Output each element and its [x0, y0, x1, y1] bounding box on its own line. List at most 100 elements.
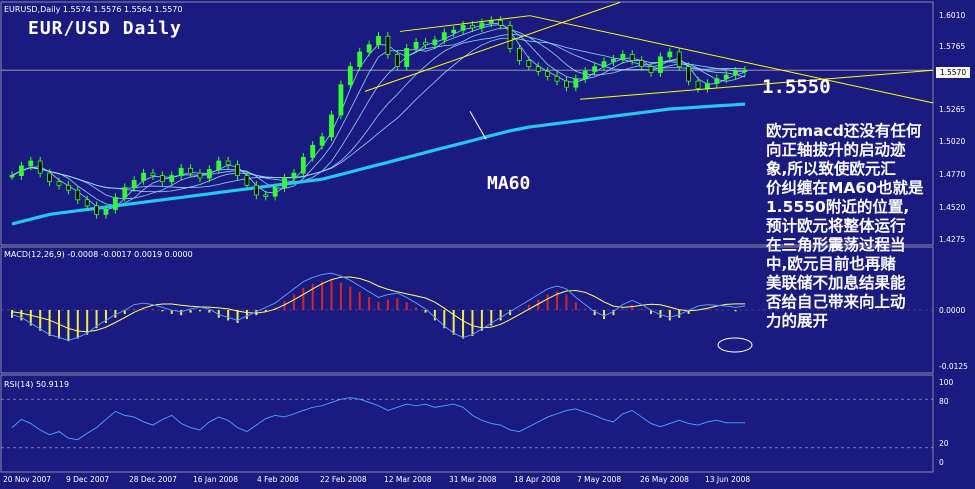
candle-body — [150, 172, 156, 176]
candle-body — [300, 157, 306, 174]
level-label: 1.5550 — [762, 76, 831, 98]
candle-body — [347, 66, 353, 86]
candle-body — [206, 169, 212, 179]
candle-body — [122, 187, 128, 198]
y-tick-label: 1.5765 — [939, 42, 966, 51]
candle-body — [18, 165, 24, 176]
candle-body — [385, 35, 391, 55]
candle-body — [413, 41, 419, 49]
macd-header: MACD(12,26,9) -0.0008 -0.0017 0.0019 0.0… — [4, 250, 193, 259]
candle-body — [742, 69, 748, 73]
candle-body — [357, 51, 363, 67]
candle-body — [451, 29, 457, 34]
candle-body — [169, 175, 175, 183]
candle-body — [620, 54, 626, 60]
x-tick-label: 13 Jun 2008 — [705, 475, 751, 484]
price-header: EURUSD,Daily 1.5574 1.5576 1.5564 1.5570 — [4, 5, 183, 14]
x-tick-label: 12 Mar 2008 — [384, 475, 432, 484]
x-tick-label: 31 Mar 2008 — [449, 475, 497, 484]
candle-body — [733, 71, 739, 76]
candle-body — [366, 44, 372, 53]
commentary-line: 力的展开 — [766, 312, 829, 330]
y-tick-label: 1.4770 — [939, 170, 966, 179]
candle-body — [658, 56, 663, 74]
candle-body — [112, 196, 118, 210]
macd-main-line — [11, 272, 746, 341]
y-tick-label: 1.5020 — [939, 137, 966, 146]
rsi-tick-label: 100 — [939, 378, 954, 387]
candle-body — [197, 172, 203, 179]
y-tick-label: 1.4275 — [939, 235, 966, 244]
candle-body — [432, 39, 438, 46]
commentary-line: 在三角形震荡过程当 — [766, 236, 906, 254]
candle-body — [592, 66, 598, 72]
x-tick-label: 26 May 2008 — [640, 475, 689, 484]
candle-body — [235, 164, 240, 176]
candle-body — [394, 54, 400, 67]
candle-body — [535, 66, 541, 72]
candle-body — [498, 20, 504, 26]
macd-tick-label: -0.0125 — [939, 362, 968, 371]
rsi-panel-frame — [0, 374, 934, 473]
candle-body — [714, 78, 720, 84]
candle-body — [37, 160, 43, 174]
x-tick-label: 4 Feb 2008 — [257, 475, 299, 484]
triangle-lower-line — [579, 69, 934, 100]
commentary-line: 象,所以致使欧元汇 — [766, 160, 896, 178]
candle-body — [639, 60, 645, 67]
candle-body — [329, 114, 334, 138]
commentary-line: 美联储不加息结果能 — [766, 274, 906, 292]
ma60-pointer — [469, 111, 487, 140]
y-tick-label: 1.4520 — [939, 203, 966, 212]
candle-body — [629, 54, 635, 61]
candle-body — [131, 180, 137, 189]
candle-body — [676, 51, 682, 67]
candle-body — [188, 167, 193, 174]
candle-body — [517, 47, 522, 61]
candle-body — [103, 209, 109, 215]
x-tick-label: 16 Jan 2008 — [193, 475, 238, 484]
candle-body — [479, 22, 485, 29]
triangle-upper-line — [529, 15, 934, 104]
current-price-box: 1.5570 — [936, 67, 970, 78]
macd-tick-label: 0.0000 — [939, 306, 966, 315]
candle-body — [723, 74, 729, 80]
candle-body — [705, 83, 710, 89]
candle-body — [56, 181, 62, 186]
rsi-tick-label: 80 — [939, 397, 949, 406]
candle-body — [216, 160, 222, 170]
macd-highlight-circle — [717, 337, 753, 353]
candle-body — [573, 78, 579, 88]
candle-body — [84, 199, 90, 207]
trendline-lower-channel — [364, 1, 621, 92]
x-tick-label: 28 Dec 2007 — [129, 475, 177, 484]
candle-body — [178, 167, 184, 176]
candle-body — [507, 24, 513, 49]
candle-body — [159, 175, 165, 183]
x-tick-label: 18 Apr 2008 — [514, 475, 561, 484]
rsi-header: RSI(14) 50.9119 — [4, 380, 70, 389]
rsi-tick-label: 0 — [939, 458, 944, 467]
candle-body — [423, 41, 428, 46]
rsi-tick-label: 20 — [939, 439, 949, 448]
candle-body — [310, 144, 316, 158]
candle-body — [470, 24, 475, 29]
candle-body — [94, 205, 99, 215]
candle-body — [225, 160, 231, 166]
candle-body — [526, 60, 532, 67]
commentary-line: 否给自己带来向上动 — [766, 293, 906, 311]
candle-body — [441, 32, 447, 41]
x-tick-label: 7 May 2008 — [577, 475, 622, 484]
commentary-line: 价纠缠在MA60也就是 — [766, 179, 924, 197]
x-tick-label: 20 Nov 2007 — [3, 475, 52, 484]
candle-body — [564, 80, 569, 88]
x-tick-label: 9 Dec 2007 — [66, 475, 110, 484]
candle-body — [319, 136, 325, 146]
candle-body — [545, 71, 551, 77]
ma60-label: MA60 — [487, 173, 531, 194]
y-tick-label: 1.6010 — [939, 11, 966, 20]
candle-body — [601, 61, 607, 67]
candle-body — [75, 189, 81, 201]
y-tick-label: 1.5265 — [939, 105, 966, 114]
